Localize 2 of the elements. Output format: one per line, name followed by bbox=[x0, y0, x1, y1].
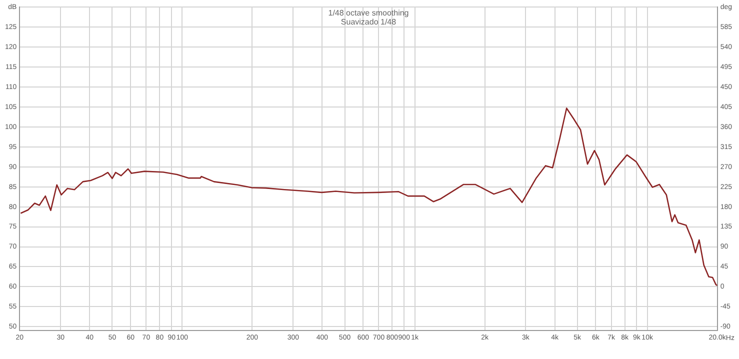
chart-title: 1/48 octave smoothing bbox=[328, 8, 409, 18]
text: Suavizado 1/48 bbox=[340, 17, 397, 26]
